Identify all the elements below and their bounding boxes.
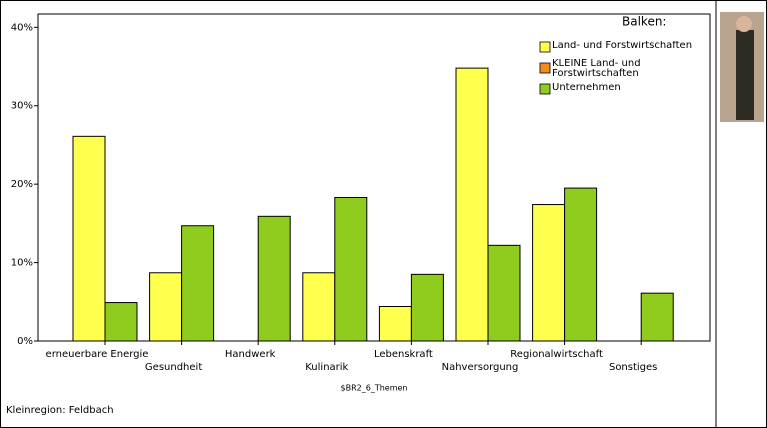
legend-label: Unternehmen: [552, 83, 621, 93]
bar: [334, 196, 368, 342]
bar: [564, 187, 598, 342]
bar: [378, 305, 412, 342]
x-tick-label: Lebenskraft: [374, 349, 433, 360]
bar: [302, 272, 336, 342]
bar: [104, 302, 138, 342]
x-axis-label: $BR2_6_Themen: [341, 384, 408, 393]
legend-title: Balken:: [622, 15, 666, 29]
y-tick-label: 20%: [11, 179, 33, 190]
legend-label: KLEINE Land- und Forstwirtschaften: [552, 59, 641, 79]
y-tick-label: 40%: [11, 22, 33, 33]
bar: [455, 67, 489, 342]
x-tick-label: Regionalwirtschaft: [510, 349, 603, 360]
x-tick-label: Handwerk: [225, 349, 276, 360]
bar: [640, 292, 674, 342]
legend-item: KLEINE Land- und Forstwirtschaften: [552, 59, 641, 79]
footer: Kleinregion: Feldbach: [6, 405, 114, 416]
x-tick-label: Gesundheit: [145, 362, 202, 373]
legend-item: Unternehmen: [552, 83, 621, 93]
bar: [532, 204, 566, 342]
x-tick-label: erneuerbare Energie: [46, 349, 149, 360]
legend-swatch: [539, 62, 551, 74]
y-tick-label: 0%: [17, 336, 33, 347]
legend-item: Land- und Forstwirtschaften: [552, 41, 693, 51]
legend-label: Land- und Forstwirtschaften: [552, 41, 693, 51]
photo-figure: [736, 30, 754, 120]
bar: [181, 225, 215, 342]
x-tick-label: Sonstiges: [609, 362, 657, 373]
bar: [487, 244, 521, 342]
bar: [257, 215, 291, 342]
bar: [72, 135, 106, 342]
x-tick-label: Nahversorgung: [442, 362, 519, 373]
bar: [149, 272, 183, 342]
photo-head: [736, 16, 752, 32]
bar: [410, 273, 444, 342]
legend-swatch: [539, 83, 551, 95]
y-tick-label: 10%: [11, 258, 33, 269]
y-tick-label: 30%: [11, 101, 33, 112]
legend-swatch: [539, 41, 551, 53]
x-tick-label: Kulinarik: [305, 362, 348, 373]
